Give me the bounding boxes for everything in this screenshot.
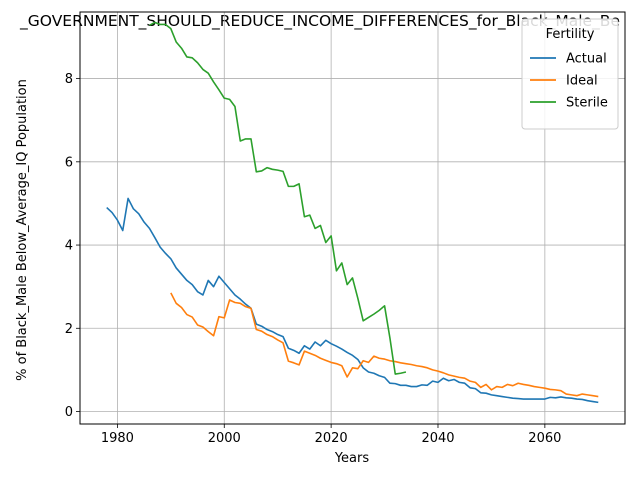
x-axis-ticks: 1980 2000 2020 2040 2060 [101,424,561,446]
y-tick-label: 2 [65,322,73,337]
y-tick-label: 6 [65,155,73,170]
y-axis-label: % of Black_Male Below_Average_IQ Populat… [15,79,30,381]
legend: Fertility Actual Ideal Sterile [521,18,619,130]
chart-title: _GOVERNMENT_SHOULD_REDUCE_INCOME_DIFFERE… [19,12,620,31]
plot-frame [79,11,626,425]
x-tick-label: 2000 [208,431,241,446]
series-line-ideal [170,292,599,398]
y-tick-label: 4 [65,239,73,254]
x-tick-label: 2040 [421,431,454,446]
x-axis-label: Years [334,451,370,466]
grid [80,12,625,424]
series-lines [106,21,599,404]
y-tick-label: 8 [65,72,73,87]
legend-title: Fertility [546,27,595,42]
x-tick-label: 1980 [101,431,134,446]
x-tick-label: 2060 [528,431,561,446]
legend-label-sterile: Sterile [566,96,608,111]
y-axis-ticks: 0 2 4 6 8 [65,72,80,420]
series-line-actual [106,197,599,404]
x-tick-label: 2020 [315,431,348,446]
series-line-sterile [149,21,407,375]
legend-label-ideal: Ideal [566,74,598,89]
legend-label-actual: Actual [566,52,607,67]
y-tick-label: 0 [65,405,73,420]
